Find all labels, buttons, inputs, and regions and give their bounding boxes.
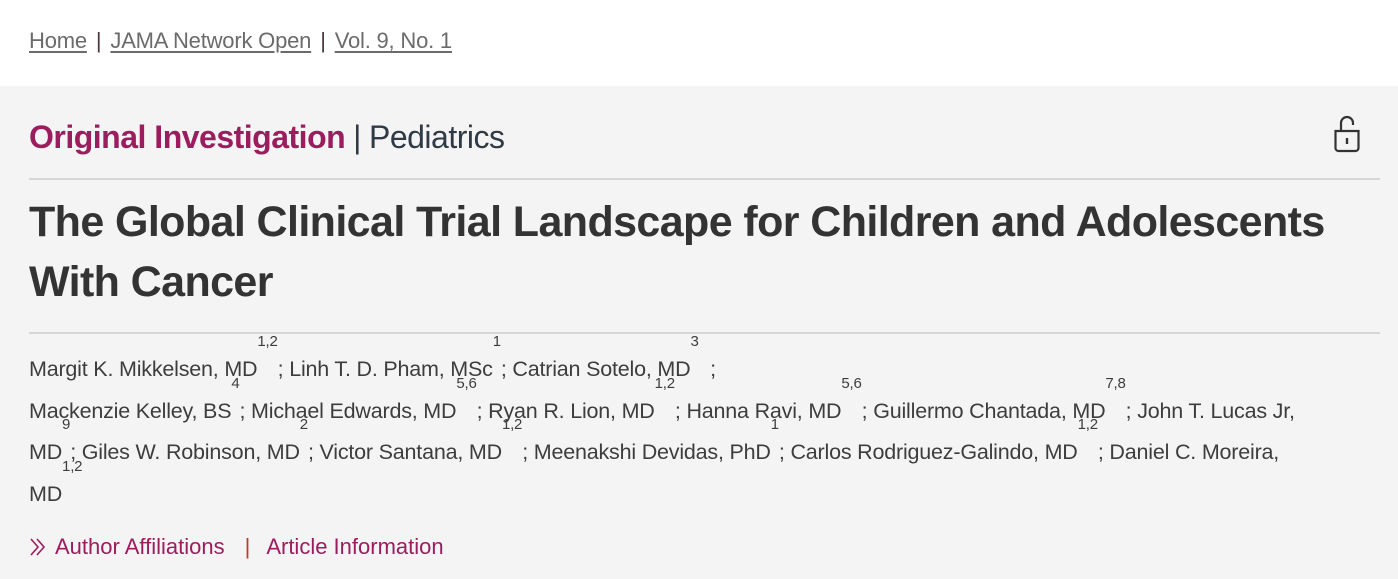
author-separator: ; [1125, 398, 1138, 423]
article-title: The Global Clinical Trial Landscape for … [29, 180, 1380, 334]
author-affiliation-marker: 3 [690, 333, 699, 350]
author-separator: ; [1097, 440, 1110, 464]
author-affiliation-marker: 1 [770, 416, 779, 433]
unlocked-padlock-icon [1334, 115, 1360, 153]
article-category-row: Original Investigation | Pediatrics [29, 86, 1380, 180]
author-name[interactable]: Michael Edwards, MD [251, 398, 457, 423]
author-affiliations-link[interactable]: Author Affiliations [55, 534, 225, 559]
author-name[interactable]: Linh T. D. Pham, MSc [289, 357, 493, 381]
author-separator: ; [674, 398, 687, 423]
author-name[interactable]: Mackenzie Kelley, BS [29, 398, 232, 423]
article-links: Author Affiliations | Article Informatio… [29, 534, 1380, 560]
author-affiliation-marker: 1 [492, 333, 501, 350]
author-name[interactable]: Victor Santana, MD [319, 440, 503, 464]
author-separator: ; [500, 357, 513, 381]
author-separator: ; [522, 440, 534, 464]
author-name[interactable]: Guillermo Chantada, MD [873, 398, 1106, 423]
author-separator: ; [861, 398, 874, 423]
article-header: Original Investigation | Pediatrics The Gl… [0, 86, 1398, 560]
author-affiliation-marker: 5,6 [456, 374, 477, 392]
author-name[interactable]: Carlos Rodriguez-Galindo, MD [790, 440, 1078, 464]
breadcrumb-separator: | [95, 28, 102, 53]
author-name[interactable]: Ryan R. Lion, MD [488, 398, 655, 423]
author-name[interactable]: Margit K. Mikkelsen, MD [29, 357, 258, 381]
author-affiliation-marker: 4 [231, 374, 240, 392]
author-affiliation-marker: 2 [299, 416, 308, 433]
breadcrumb: Home | JAMA Network Open | Vol. 9, No. 1 [0, 0, 1398, 86]
author-name[interactable]: Daniel C. Moreira, MD [29, 440, 1280, 506]
breadcrumb-issue[interactable]: Vol. 9, No. 1 [334, 28, 452, 53]
breadcrumb-home[interactable]: Home [29, 28, 87, 53]
author-affiliation-marker: 5,6 [841, 374, 862, 392]
article-category: Original Investigation | Pediatrics [29, 119, 505, 156]
author-separator: ; [307, 440, 320, 464]
author-separator: ; [70, 440, 82, 464]
author-separator: ; [778, 440, 791, 464]
author-affiliation-marker: 7,8 [1105, 374, 1126, 392]
category-separator: | [353, 119, 361, 155]
author-name[interactable]: Meenakshi Devidas, PhD [533, 440, 771, 464]
author-name[interactable]: Hanna Ravi, MD [686, 398, 842, 423]
author-affiliation-marker: 1,2 [654, 374, 675, 392]
breadcrumb-journal[interactable]: JAMA Network Open [110, 28, 312, 53]
author-affiliation-marker: 1,2 [62, 457, 83, 475]
author-list: Margit K. Mikkelsen, MD 1,2; Linh T. D. P… [29, 334, 1380, 515]
article-information-link[interactable]: Article Information [266, 534, 444, 559]
article-subject: Pediatrics [368, 119, 505, 155]
author-affiliation-marker: 1,2 [257, 333, 278, 350]
article-type: Original Investigation [29, 119, 346, 155]
author-separator: ; [239, 398, 252, 423]
links-separator: | [244, 534, 251, 559]
author-name[interactable]: Catrian Sotelo, MD [512, 357, 691, 381]
author-affiliation-marker: 1,2 [501, 416, 523, 433]
author-name[interactable]: Giles W. Robinson, MD [81, 440, 300, 464]
double-chevron-right-icon[interactable] [29, 537, 47, 557]
breadcrumb-separator: | [320, 28, 326, 53]
author-separator: ; [277, 357, 290, 381]
author-separator: ; [698, 357, 716, 381]
author-affiliation-marker: 9 [62, 416, 71, 433]
author-name[interactable]: John T. Lucas Jr, MD [29, 398, 1295, 465]
author-affiliation-marker: 1,2 [1077, 416, 1098, 433]
author-separator: ; [476, 398, 489, 423]
